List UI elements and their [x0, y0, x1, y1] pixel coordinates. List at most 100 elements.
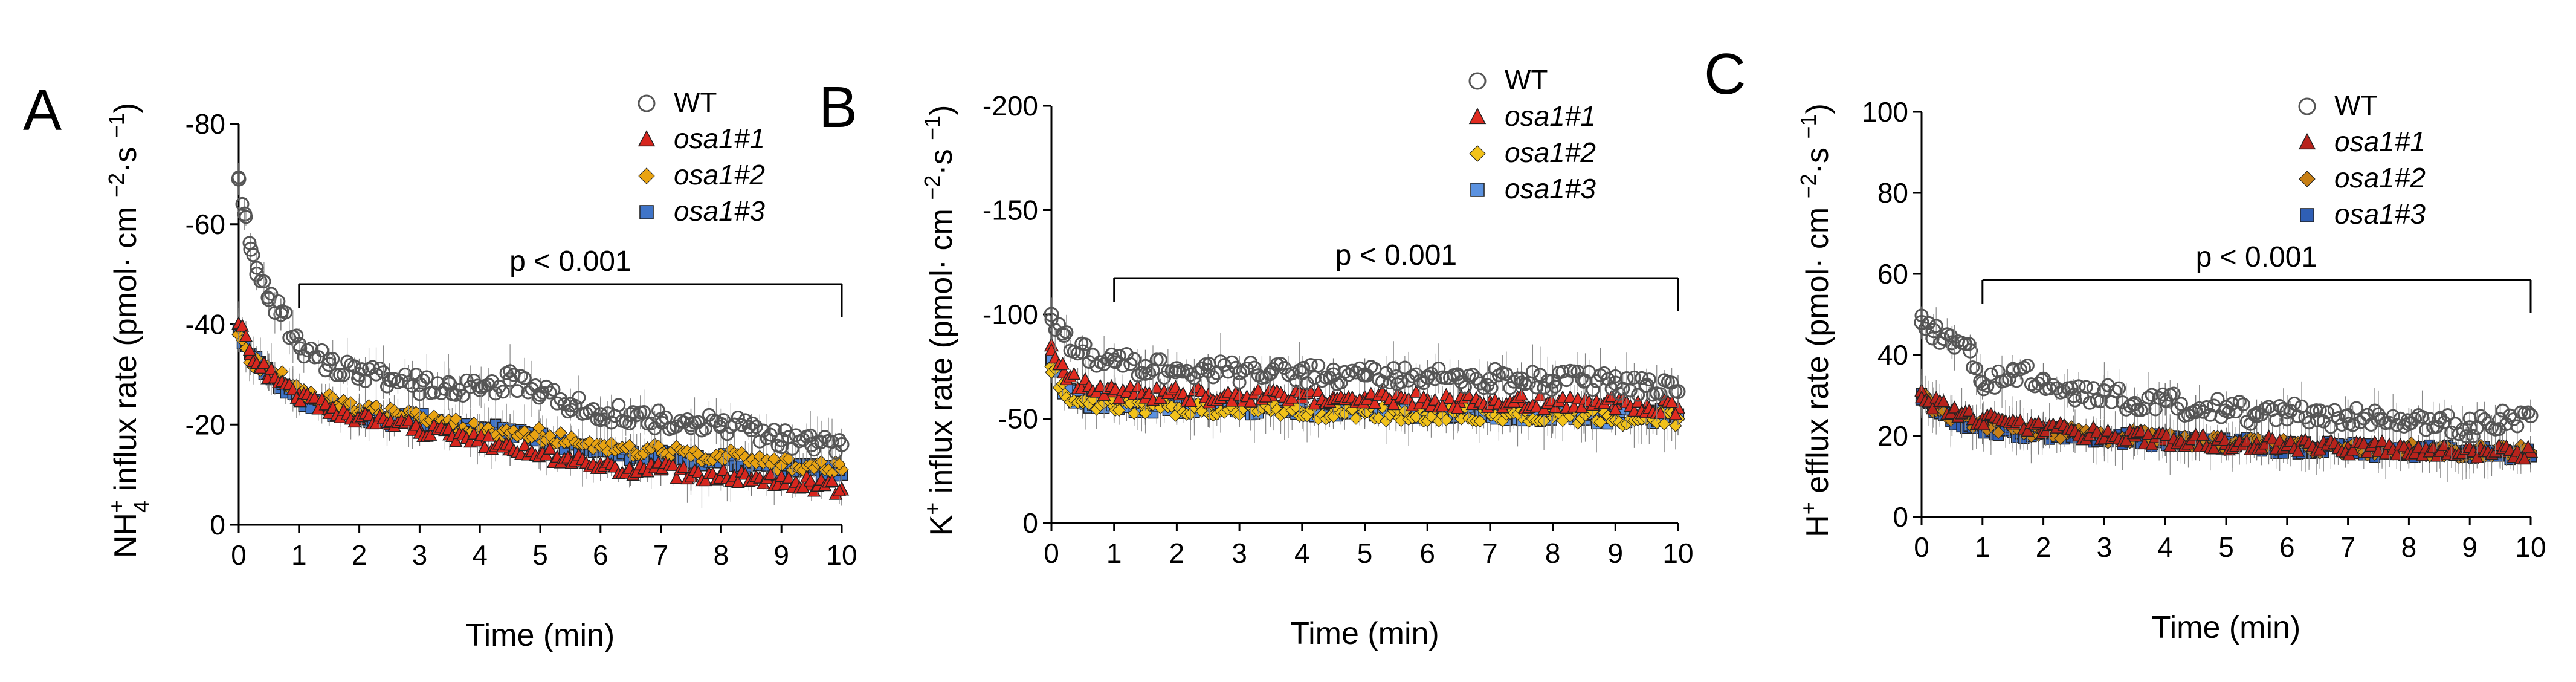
- data-point: [2331, 411, 2345, 426]
- data-point: [1937, 394, 1951, 408]
- x-tick-label: 10: [2515, 531, 2546, 563]
- series-osa1-1: [1914, 375, 2539, 482]
- data-point: [1386, 397, 1401, 411]
- data-point: [250, 261, 264, 275]
- data-point: [572, 391, 586, 405]
- data-point: [2236, 397, 2250, 412]
- data-point: [1631, 388, 1645, 402]
- data-point: [2437, 415, 2452, 430]
- data-point: [1149, 380, 1164, 394]
- data-point: [2021, 423, 2035, 437]
- data-point: [651, 403, 666, 418]
- data-point: [1973, 374, 1987, 389]
- data-point: [2192, 401, 2207, 415]
- data-point: [745, 416, 760, 430]
- x-tick-label: 0: [231, 539, 247, 571]
- data-point: [796, 432, 810, 447]
- data-point: [2218, 433, 2232, 446]
- data-point: [1375, 375, 1390, 389]
- data-point: [412, 387, 427, 401]
- p-value-annotation: p < 0.001: [2196, 241, 2318, 273]
- data-point: [264, 362, 279, 375]
- data-point: [2389, 447, 2404, 461]
- y-tick-label: -100: [983, 299, 1038, 330]
- data-point: [416, 373, 430, 388]
- y-tick-label: 80: [1877, 177, 1908, 209]
- data-point: [1473, 376, 1487, 391]
- data-point: [1206, 370, 1221, 385]
- data-point: [449, 412, 462, 426]
- data-point: [231, 170, 246, 184]
- data-point: [1274, 357, 1288, 371]
- panel-letter: A: [23, 78, 62, 143]
- x-tick-label: 2: [2036, 531, 2051, 563]
- data-point: [1285, 366, 1299, 381]
- data-point: [1635, 371, 1649, 385]
- data-point: [235, 196, 250, 211]
- data-point: [1089, 359, 1104, 373]
- x-tick-label: 7: [2340, 531, 2356, 563]
- data-point: [2521, 440, 2536, 453]
- data-point: [832, 433, 847, 447]
- data-point: [1477, 381, 1491, 395]
- data-point: [2496, 403, 2510, 418]
- x-tick-label: 5: [532, 539, 548, 571]
- x-tick-label: 2: [352, 539, 367, 571]
- data-point: [510, 384, 525, 398]
- p-value-annotation: p < 0.001: [1335, 239, 1457, 271]
- y-axis-units: (pmol· cm: [924, 200, 959, 357]
- legend-marker-osa1-2: [638, 167, 655, 184]
- data-point: [2375, 434, 2389, 447]
- data-point: [1992, 426, 2005, 440]
- data-point: [554, 426, 567, 440]
- data-point: [630, 408, 644, 423]
- data-point: [1341, 368, 1356, 382]
- data-point: [1311, 358, 1326, 372]
- data-point: [550, 396, 564, 411]
- panel-C: C 0 20 40 60 80 100 0 1 2 3 4 5 6 7 8 9 10 Time (min) H+ ef…: [1704, 42, 2546, 645]
- data-point: [1653, 387, 1668, 401]
- data-point: [398, 367, 412, 382]
- data-point: [246, 248, 260, 262]
- data-point: [243, 241, 259, 257]
- data-point: [612, 398, 626, 412]
- x-tick-label: 1: [1106, 537, 1122, 569]
- data-point: [670, 471, 683, 484]
- data-point: [488, 386, 503, 401]
- data-point: [1247, 360, 1262, 375]
- data-point: [496, 385, 510, 399]
- data-point: [257, 356, 271, 369]
- x-tick-label: 6: [593, 539, 608, 571]
- y-axis-units-sup1: −2: [920, 175, 944, 200]
- data-point: [756, 423, 770, 438]
- data-point: [402, 413, 416, 427]
- data-point: [760, 431, 774, 446]
- data-point: [1067, 366, 1081, 380]
- legend-marker-osa1-1: [638, 130, 656, 147]
- data-point: [1195, 361, 1209, 375]
- data-point: [2181, 408, 2196, 423]
- y-tick-label: 60: [1877, 258, 1908, 290]
- data-point: [337, 368, 351, 382]
- data-point: [2159, 427, 2174, 441]
- y-axis-units-mid: ·s: [108, 138, 143, 173]
- data-point: [2346, 443, 2360, 456]
- data-point: [2368, 403, 2382, 418]
- data-point: [767, 452, 781, 466]
- data-point: [604, 415, 619, 430]
- data-point: [264, 287, 279, 301]
- legend-label-WT: WT: [674, 86, 717, 118]
- data-point: [1153, 352, 1167, 367]
- y-axis-units-mid: ·s: [1800, 139, 1835, 174]
- panel-letter: C: [1704, 42, 1746, 106]
- data-point: [351, 371, 366, 386]
- data-point: [517, 438, 532, 452]
- p-value-annotation: p < 0.001: [509, 245, 631, 278]
- y-tick-label: 0: [1893, 501, 1908, 533]
- data-point: [1627, 370, 1641, 385]
- data-point: [2020, 359, 2035, 373]
- data-point: [2360, 445, 2375, 458]
- data-point: [239, 210, 253, 224]
- data-point: [1315, 374, 1329, 388]
